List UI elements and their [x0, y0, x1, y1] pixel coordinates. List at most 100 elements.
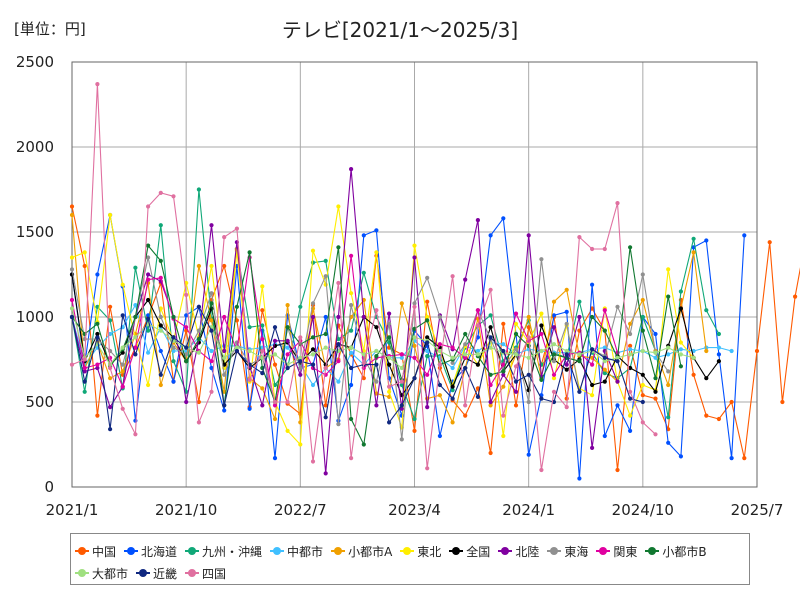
- data-point: [298, 442, 303, 447]
- data-point: [196, 350, 201, 355]
- data-point: [399, 355, 404, 360]
- data-point: [247, 250, 252, 255]
- data-point: [171, 194, 176, 199]
- data-point: [666, 294, 671, 299]
- data-point: [222, 408, 227, 413]
- data-point: [158, 258, 163, 263]
- data-point: [82, 365, 87, 371]
- data-point: [513, 364, 519, 369]
- data-point: [171, 345, 176, 350]
- data-point: [704, 348, 709, 354]
- data-point: [361, 270, 366, 275]
- data-point: [628, 413, 633, 418]
- data-point: [425, 372, 430, 377]
- data-point: [323, 331, 328, 337]
- data-point: [437, 348, 442, 354]
- data-point: [184, 359, 189, 364]
- data-point: [628, 331, 633, 337]
- data-point: [475, 348, 480, 354]
- data-point: [551, 376, 557, 381]
- data-point: [209, 301, 214, 306]
- data-point: [526, 452, 531, 457]
- data-point: [108, 427, 113, 432]
- data-point: [108, 348, 113, 354]
- data-point: [488, 335, 493, 340]
- data-point: [298, 355, 303, 360]
- data-point: [196, 399, 201, 405]
- data-point: [82, 263, 87, 269]
- data-point: [272, 352, 278, 357]
- data-point: [513, 403, 519, 408]
- data-point: [323, 274, 328, 279]
- data-point: [209, 328, 214, 333]
- legend-label: 四国: [202, 566, 227, 581]
- x-tick-label: 2024/1: [502, 501, 555, 519]
- data-point: [196, 420, 201, 425]
- legend-row: 中国 北海道 九州・沖縄 中都市 小都市A 東北 全国 北陸 東海 関東 小都市B: [75, 540, 745, 562]
- data-point: [412, 416, 417, 422]
- series-line: [71, 255, 619, 406]
- data-point: [425, 340, 430, 345]
- data-point: [602, 355, 607, 360]
- data-point: [501, 216, 506, 221]
- data-point: [222, 403, 227, 408]
- data-point: [513, 379, 519, 384]
- data-point: [95, 335, 100, 340]
- data-point: [463, 277, 468, 282]
- data-point: [793, 294, 798, 299]
- data-point: [653, 389, 658, 394]
- data-point: [146, 204, 151, 209]
- data-point: [336, 280, 341, 286]
- data-point: [450, 355, 455, 360]
- data-point: [577, 359, 582, 364]
- data-point: [260, 403, 265, 408]
- data-point: [602, 308, 607, 313]
- data-point: [374, 325, 379, 330]
- data-point: [387, 362, 392, 367]
- data-point: [285, 303, 290, 308]
- legend-item: 中国: [75, 543, 116, 560]
- data-point: [678, 289, 684, 294]
- data-point: [666, 352, 671, 357]
- data-point: [310, 362, 316, 367]
- data-point: [209, 318, 214, 323]
- data-point: [437, 342, 442, 347]
- data-point: [69, 204, 75, 209]
- data-point: [374, 354, 379, 359]
- data-point: [298, 372, 303, 377]
- data-point: [450, 274, 455, 279]
- data-point: [184, 292, 189, 297]
- data-point: [551, 372, 557, 377]
- legend-marker: [331, 544, 346, 558]
- data-point: [463, 365, 468, 371]
- legend-item: 東北: [400, 543, 441, 560]
- data-point: [310, 314, 316, 320]
- data-point: [501, 321, 506, 326]
- data-point: [564, 321, 569, 326]
- data-point: [222, 263, 227, 269]
- data-point: [501, 372, 506, 377]
- data-point: [488, 399, 493, 405]
- legend-item: 四国: [185, 565, 226, 582]
- y-tick-label: 1500: [16, 223, 54, 241]
- data-point: [475, 394, 480, 399]
- data-point: [412, 326, 417, 331]
- data-point: [133, 265, 138, 270]
- legend-marker: [270, 544, 285, 558]
- legend-item: 全国: [449, 543, 490, 560]
- data-point: [133, 314, 138, 320]
- data-point: [678, 454, 684, 459]
- data-point: [488, 345, 493, 350]
- data-point: [628, 428, 633, 433]
- data-point: [691, 236, 696, 241]
- data-point: [501, 362, 506, 367]
- data-point: [247, 406, 252, 411]
- data-point: [323, 258, 328, 263]
- y-tick-label: 500: [25, 393, 54, 411]
- data-point: [361, 233, 366, 238]
- data-point: [437, 382, 442, 388]
- data-point: [272, 416, 278, 422]
- data-point: [513, 321, 519, 326]
- data-point: [349, 365, 354, 371]
- data-point: [209, 291, 214, 296]
